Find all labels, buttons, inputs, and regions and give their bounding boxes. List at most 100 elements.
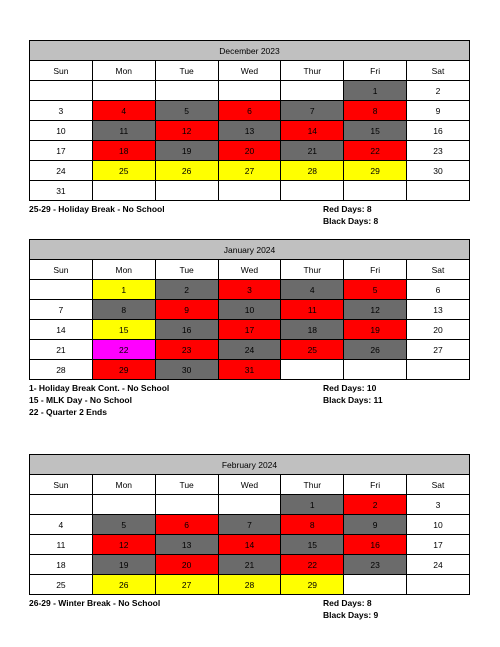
day-cell: 21 (217, 554, 282, 575)
weekday-header-sat: Sat (406, 259, 470, 280)
weekday-header-tue: Tue (154, 259, 219, 280)
day-cell: 19 (343, 319, 408, 340)
week-row: 21 22 23 24 25 26 27 (29, 339, 470, 360)
day-cell: 30 (406, 160, 470, 181)
day-cell: 1 (343, 80, 408, 101)
empty-day-cell (217, 180, 282, 201)
day-cell: 13 (406, 299, 470, 320)
empty-day-cell (154, 180, 219, 201)
empty-day-cell (154, 80, 219, 101)
weekday-header-tue: Tue (154, 474, 219, 495)
month-notes: 1- Holiday Break Cont. - No School 15 - M… (29, 382, 470, 420)
month-calendar-2: February 2024 Sun Mon Tue Wed Thur Fri Sat 1 2 3 4 5… (29, 454, 470, 623)
day-cell: 7 (217, 514, 282, 535)
schedule-note: 22 - Quarter 2 Ends (29, 407, 107, 417)
weekday-header-sun: Sun (29, 259, 93, 280)
day-cell: 6 (406, 279, 470, 300)
day-cell: 20 (406, 319, 470, 340)
day-cell: 28 (29, 359, 93, 380)
day-cell: 20 (154, 554, 219, 575)
month-grid: February 2024 Sun Mon Tue Wed Thur Fri Sat 1 2 3 4 5… (29, 454, 470, 595)
empty-day-cell (91, 180, 156, 201)
day-cell: 25 (29, 574, 93, 595)
empty-day-cell (29, 494, 93, 515)
day-cell: 13 (154, 534, 219, 555)
day-cell: 2 (406, 80, 470, 101)
empty-day-cell (406, 574, 470, 595)
empty-day-cell (154, 494, 219, 515)
empty-day-cell (217, 80, 282, 101)
day-cell: 10 (406, 514, 470, 535)
day-cell: 12 (154, 120, 219, 141)
day-cell: 21 (29, 339, 93, 360)
day-count-stat: Red Days: 10 (323, 383, 377, 393)
day-cell: 11 (280, 299, 345, 320)
day-cell: 3 (29, 100, 93, 121)
day-cell: 27 (217, 160, 282, 181)
day-cell: 7 (280, 100, 345, 121)
day-cell: 12 (343, 299, 408, 320)
day-cell: 8 (91, 299, 156, 320)
day-cell: 20 (217, 140, 282, 161)
day-cell: 14 (217, 534, 282, 555)
day-cell: 30 (154, 359, 219, 380)
day-cell: 17 (406, 534, 470, 555)
month-title: December 2023 (29, 40, 470, 61)
week-row: 7 8 9 10 11 12 13 (29, 299, 470, 320)
day-count-stat: Black Days: 8 (323, 216, 379, 226)
day-cell: 16 (154, 319, 219, 340)
day-cell: 12 (91, 534, 156, 555)
weekday-header-fri: Fri (343, 259, 408, 280)
empty-day-cell (91, 494, 156, 515)
day-cell: 22 (343, 140, 408, 161)
day-cell: 24 (217, 339, 282, 360)
day-count-stat: Red Days: 8 (323, 204, 372, 214)
weekday-header-mon: Mon (91, 474, 156, 495)
day-cell: 15 (91, 319, 156, 340)
month-notes: 26-29 - Winter Break - No School Red Days… (29, 597, 470, 623)
day-cell: 27 (406, 339, 470, 360)
day-cell: 29 (91, 359, 156, 380)
schedule-note: 26-29 - Winter Break - No School (29, 598, 161, 608)
month-title: January 2024 (29, 239, 470, 260)
weekday-header-mon: Mon (91, 60, 156, 81)
empty-day-cell (29, 279, 93, 300)
day-count-stat: Black Days: 9 (323, 610, 379, 620)
weekday-header-thu: Thur (280, 60, 345, 81)
day-cell: 31 (29, 180, 93, 201)
day-cell: 24 (29, 160, 93, 181)
day-cell: 28 (217, 574, 282, 595)
empty-day-cell (406, 359, 470, 380)
week-row: 18 19 20 21 22 23 24 (29, 554, 470, 575)
month-title: February 2024 (29, 454, 470, 475)
day-cell: 9 (343, 514, 408, 535)
day-cell: 9 (154, 299, 219, 320)
day-cell: 29 (280, 574, 345, 595)
weekday-header-fri: Fri (343, 60, 408, 81)
empty-day-cell (343, 180, 408, 201)
empty-day-cell (343, 574, 408, 595)
weekday-header-mon: Mon (91, 259, 156, 280)
day-cell: 21 (280, 140, 345, 161)
empty-day-cell (29, 80, 93, 101)
day-cell: 25 (280, 339, 345, 360)
day-cell: 19 (154, 140, 219, 161)
day-cell: 17 (29, 140, 93, 161)
weekday-header-sat: Sat (406, 474, 470, 495)
week-row: 4 5 6 7 8 9 10 (29, 514, 470, 535)
day-cell: 1 (91, 279, 156, 300)
empty-day-cell (217, 494, 282, 515)
day-cell: 23 (406, 140, 470, 161)
day-cell: 11 (91, 120, 156, 141)
day-cell: 16 (406, 120, 470, 141)
empty-day-cell (280, 359, 345, 380)
day-cell: 18 (91, 140, 156, 161)
day-cell: 19 (91, 554, 156, 575)
day-cell: 18 (29, 554, 93, 575)
day-cell: 8 (280, 514, 345, 535)
day-cell: 26 (91, 574, 156, 595)
day-cell: 3 (406, 494, 470, 515)
week-row: 28 29 30 31 (29, 359, 470, 380)
month-calendar-1: January 2024 Sun Mon Tue Wed Thur Fri Sat 1 2 3 4 5 6… (29, 239, 470, 420)
